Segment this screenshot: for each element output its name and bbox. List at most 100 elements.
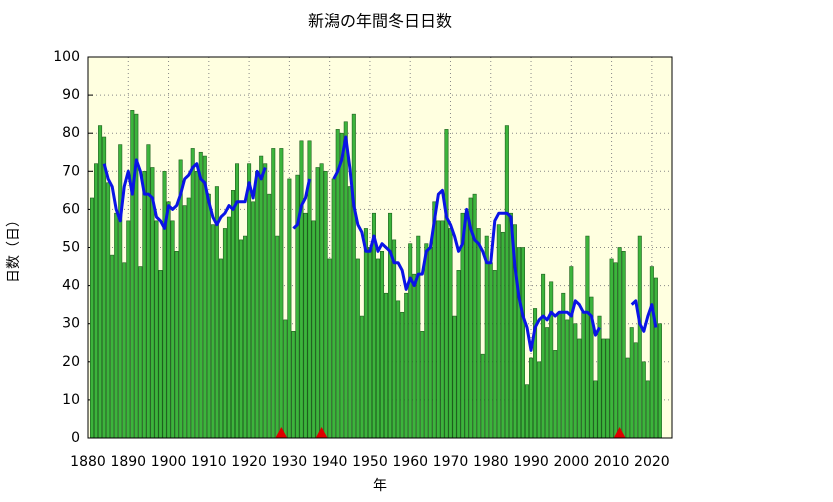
bar xyxy=(464,212,469,439)
y-tick-label: 0 xyxy=(71,430,80,446)
bar xyxy=(597,315,602,439)
bar xyxy=(210,224,215,439)
bar xyxy=(581,311,586,439)
bar xyxy=(565,319,570,439)
bar xyxy=(472,193,477,439)
bar xyxy=(408,243,413,439)
bar xyxy=(190,148,195,439)
x-tick-label: 1890 xyxy=(110,454,146,470)
bar xyxy=(553,350,558,439)
bar xyxy=(239,239,244,439)
x-tick-label: 1970 xyxy=(433,454,469,470)
bar xyxy=(412,273,417,439)
bar xyxy=(617,247,622,439)
bar xyxy=(263,163,268,439)
bar xyxy=(625,357,630,439)
bar xyxy=(609,258,614,439)
bar xyxy=(351,113,356,439)
bar xyxy=(311,220,316,439)
bar xyxy=(323,171,328,439)
bar xyxy=(287,178,292,439)
bar xyxy=(496,224,501,439)
bar xyxy=(275,235,280,439)
bar xyxy=(593,380,598,439)
bar xyxy=(504,125,509,439)
bar xyxy=(259,155,264,439)
bar xyxy=(198,151,203,439)
bar xyxy=(355,258,360,439)
moving-average-line xyxy=(102,135,658,352)
bar xyxy=(279,148,284,439)
x-tick-label: 1910 xyxy=(191,454,227,470)
bar xyxy=(174,251,179,439)
bar xyxy=(428,247,433,439)
bar xyxy=(440,220,445,439)
bar xyxy=(613,262,618,439)
bar xyxy=(118,144,123,439)
bar xyxy=(251,201,256,439)
y-axis-label: 日数（日） xyxy=(6,213,22,283)
y-tick-label: 80 xyxy=(62,125,80,141)
bar xyxy=(327,258,332,439)
bar xyxy=(529,357,534,439)
bar xyxy=(488,262,493,439)
bar xyxy=(186,197,191,439)
y-tick-label: 30 xyxy=(62,316,80,332)
bar xyxy=(218,258,223,439)
bar xyxy=(243,235,248,439)
plot-frame xyxy=(87,56,673,439)
bar xyxy=(343,121,348,439)
bar xyxy=(158,270,163,439)
bar xyxy=(230,190,236,439)
bar xyxy=(573,323,578,439)
bar xyxy=(500,231,505,439)
bar xyxy=(557,311,562,439)
bar xyxy=(605,338,610,439)
bar xyxy=(154,220,159,439)
bar xyxy=(549,281,554,439)
bar xyxy=(384,292,389,439)
bar xyxy=(299,140,304,439)
bar xyxy=(371,212,376,439)
y-tick-label: 100 xyxy=(53,49,80,65)
bar xyxy=(601,338,606,439)
bar xyxy=(166,201,171,439)
y-tick-label: 90 xyxy=(62,87,80,103)
bar xyxy=(255,171,260,439)
bar xyxy=(206,193,211,439)
bar xyxy=(629,327,634,439)
bar xyxy=(492,270,497,439)
bar xyxy=(363,228,368,439)
bar xyxy=(541,273,546,439)
bar xyxy=(396,300,401,439)
x-tick-label: 2000 xyxy=(553,454,589,470)
x-tick-label: 1990 xyxy=(513,454,549,470)
bar xyxy=(404,292,409,439)
bar xyxy=(319,163,324,439)
bar xyxy=(645,380,650,439)
bar xyxy=(359,315,364,439)
bar xyxy=(537,361,542,439)
bar xyxy=(114,212,119,439)
bar xyxy=(545,327,550,439)
x-tick-label: 2010 xyxy=(594,454,630,470)
bar xyxy=(424,243,429,439)
bar xyxy=(267,193,272,439)
bar xyxy=(388,212,393,439)
bar xyxy=(641,361,646,439)
x-tick-label: 1920 xyxy=(231,454,267,470)
bar xyxy=(561,292,566,439)
bar xyxy=(247,163,252,439)
bar xyxy=(444,129,449,439)
bar xyxy=(122,262,127,439)
bar xyxy=(130,110,135,439)
bar xyxy=(331,178,336,439)
bar xyxy=(90,197,95,439)
bar xyxy=(315,167,320,439)
bar xyxy=(392,239,397,439)
bar xyxy=(94,163,99,439)
relocation-marker xyxy=(275,427,288,438)
bar xyxy=(657,323,662,439)
bar xyxy=(577,338,582,439)
bar xyxy=(637,235,642,439)
